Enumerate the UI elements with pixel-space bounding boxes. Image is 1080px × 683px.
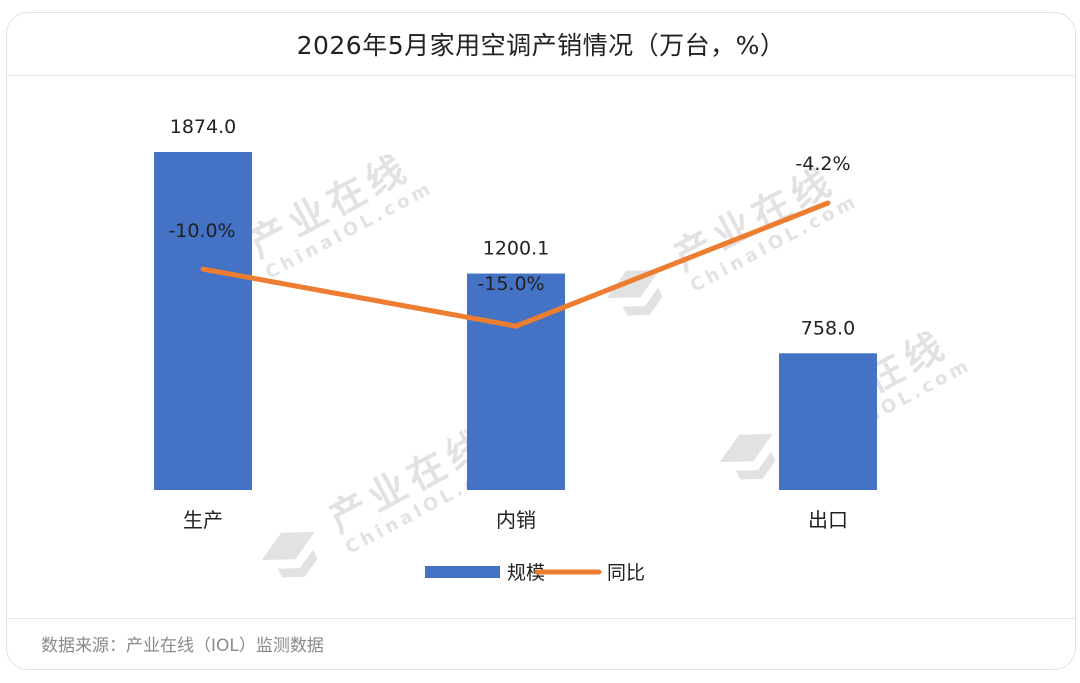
bar-value-label: 1874.0: [170, 116, 236, 138]
legend-label-line: 同比: [607, 562, 645, 584]
line-value-label: -10.0%: [168, 220, 235, 242]
data-source: 数据来源：产业在线（IOL）监测数据: [41, 636, 324, 656]
x-tick-label: 生产: [183, 508, 223, 532]
bar-value-label: 1200.1: [483, 238, 549, 260]
line-value-label: -4.2%: [795, 153, 850, 175]
bar-3: [779, 353, 877, 490]
chart-title: 2026年5月家用空调产销情况（万台，%）: [296, 31, 786, 60]
chart-plot: 1874.0 1200.1 758.0 生产 内销 出口 -10.0% -15.0% -4.2%…: [154, 116, 877, 584]
bar-2: [467, 273, 565, 490]
legend-swatch-bar: [425, 566, 500, 578]
chart-card: 2026年5月家用空调产销情况（万台，%） 产业在线 ChinaIOL.com 产…: [6, 12, 1076, 670]
bar-value-label: 758.0: [801, 317, 855, 339]
title-divider: [7, 75, 1075, 76]
bar-1: [154, 152, 252, 490]
x-tick-label: 出口: [808, 508, 848, 532]
x-tick-label: 内销: [496, 508, 536, 532]
line-value-label: -15.0%: [477, 273, 544, 295]
legend-label-bar: 规模: [507, 562, 545, 584]
footer-divider: [7, 618, 1075, 619]
